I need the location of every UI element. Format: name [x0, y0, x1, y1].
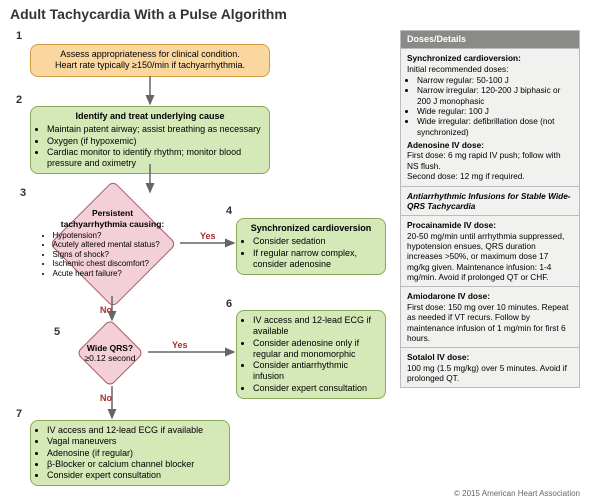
adeno-hd: Adenosine IV dose:: [407, 140, 484, 150]
cardioversion-box: Synchronized cardioversion Consider seda…: [236, 218, 386, 275]
proc-hd: Procainamide IV dose:: [407, 220, 496, 230]
no-label-1: No: [100, 305, 112, 315]
persistent-b4: Ischemic chest discomfort?: [53, 259, 183, 269]
sync4: Wide irregular: defibrillation dose (not…: [417, 116, 573, 137]
identify-b1: Maintain patent airway; assist breathing…: [47, 124, 263, 135]
yes-label-1: Yes: [200, 231, 216, 241]
step-num-1: 1: [16, 30, 22, 42]
identify-box: Identify and treat underlying cause Main…: [30, 106, 270, 174]
page-title: Adult Tachycardia With a Pulse Algorithm: [10, 6, 287, 22]
narrow-b3: Adenosine (if regular): [47, 448, 223, 459]
sot-txt: 100 mg (1.5 mg/kg) over 5 minutes. Avoid…: [407, 363, 567, 383]
persistent-b3: Signs of shock?: [53, 250, 183, 260]
persistent-b1: Hypotension?: [53, 231, 183, 241]
doses-sidebar: Doses/Details Synchronized cardioversion…: [400, 30, 580, 388]
wideqrs-b4: Consider expert consultation: [253, 383, 379, 394]
cardioversion-b1: Consider sedation: [253, 236, 379, 247]
amio-txt: First dose: 150 mg over 10 minutes. Repe…: [407, 302, 568, 343]
copyright: © 2015 American Heart Association: [454, 489, 580, 498]
narrowqrs-box: IV access and 12-lead ECG if available V…: [30, 420, 230, 486]
adeno1: First dose: 6 mg rapid IV push; follow w…: [407, 150, 561, 170]
narrow-b2: Vagal maneuvers: [47, 436, 223, 447]
identify-b2: Oxygen (if hypoxemic): [47, 136, 263, 147]
persistent-b5: Acute heart failure?: [53, 269, 183, 279]
persistent-b2: Acutely altered mental status?: [53, 240, 183, 250]
identify-b3: Cardiac monitor to identify rhythm; moni…: [47, 147, 263, 170]
sync2: Narrow irregular: 120-200 J biphasic or …: [417, 85, 573, 106]
cardioversion-b2: If regular narrow complex, consider aden…: [253, 248, 379, 271]
wideqrs-b2: Consider adenosine only if regular and m…: [253, 338, 379, 361]
identify-hd: Identify and treat underlying cause: [37, 111, 263, 122]
sync-sub: Initial recommended doses:: [407, 64, 508, 74]
amio-hd: Amiodarone IV dose:: [407, 291, 490, 301]
step-num-2: 2: [16, 94, 22, 106]
persistent-hd2: tachyarrhythmia causing:: [43, 219, 183, 229]
adeno2: Second dose: 12 mg if required.: [407, 171, 525, 181]
wideqrs-b3: Consider antiarrhythmic infusion: [253, 360, 379, 383]
step-num-5: 5: [54, 326, 60, 338]
wideqrs-b1: IV access and 12-lead ECG if available: [253, 315, 379, 338]
narrow-b1: IV access and 12-lead ECG if available: [47, 425, 223, 436]
step-num-3: 3: [20, 187, 26, 199]
proc-txt: 20-50 mg/min until arrhythmia suppressed…: [407, 231, 564, 282]
assess-box: Assess appropriateness for clinical cond…: [30, 44, 270, 77]
wideqrs-hd: Wide QRS?: [85, 343, 136, 353]
assess-line2: Heart rate typically ≥150/min if tachyar…: [37, 60, 263, 71]
assess-line1: Assess appropriateness for clinical cond…: [37, 49, 263, 60]
no-label-2: No: [100, 393, 112, 403]
wideqrs-diamond: Wide QRS? ≥0.12 second: [70, 318, 150, 388]
step-num-4: 4: [226, 205, 232, 217]
sidebar-title: Doses/Details: [401, 31, 579, 48]
wideqrs-actions-box: IV access and 12-lead ECG if available C…: [236, 310, 386, 399]
sot-hd: Sotalol IV dose:: [407, 352, 469, 362]
step-num-6: 6: [226, 298, 232, 310]
cardioversion-hd: Synchronized cardioversion: [243, 223, 379, 234]
sync1: Narrow regular: 50-100 J: [417, 75, 573, 85]
yes-label-2: Yes: [172, 340, 188, 350]
narrow-b4: β-Blocker or calcium channel blocker: [47, 459, 223, 470]
step-num-7: 7: [16, 408, 22, 420]
narrow-b5: Consider expert consultation: [47, 470, 223, 481]
anti-hd: Antiarrhythmic Infusions for Stable Wide…: [407, 191, 571, 211]
sync3: Wide regular: 100 J: [417, 106, 573, 116]
wideqrs-sub: ≥0.12 second: [85, 353, 136, 363]
sync-hd: Synchronized cardioversion:: [407, 53, 521, 63]
persistent-hd1: Persistent: [43, 208, 183, 218]
persistent-diamond: Persistent tachyarrhythmia causing: Hypo…: [40, 186, 185, 301]
